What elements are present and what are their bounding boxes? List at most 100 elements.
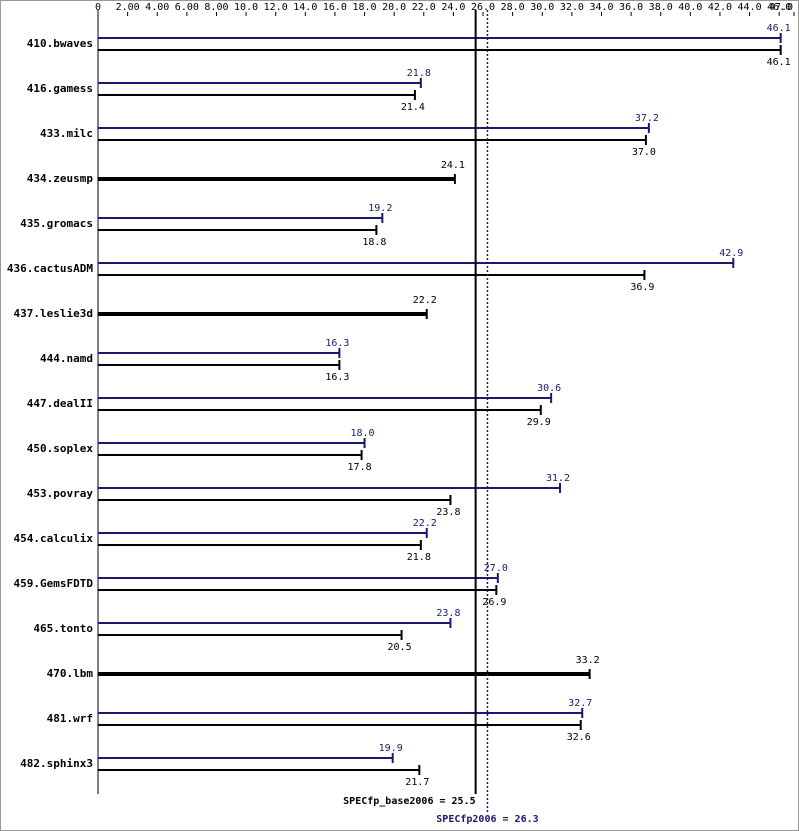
category-label: 470.lbm <box>47 667 94 680</box>
category-label: 481.wrf <box>47 712 93 725</box>
bar <box>98 672 590 676</box>
category-label: 454.calculix <box>14 532 94 545</box>
x-tick-label: 4.00 <box>145 2 169 13</box>
category-label: 465.tonto <box>33 622 93 635</box>
value-label: 37.2 <box>635 113 659 124</box>
value-label: 24.1 <box>441 160 465 171</box>
x-tick-label: 30.0 <box>530 2 554 13</box>
bar <box>98 127 649 129</box>
category-label: 436.cactusADM <box>7 262 93 275</box>
x-tick-label: 26.0 <box>471 2 495 13</box>
bar <box>98 634 402 636</box>
value-label: 31.2 <box>546 473 570 484</box>
x-tick-label: 10.0 <box>234 2 258 13</box>
x-tick-label: 42.0 <box>708 2 732 13</box>
bar <box>98 724 581 726</box>
x-tick-label: 24.0 <box>441 2 465 13</box>
value-label: 42.9 <box>719 248 743 259</box>
bar <box>98 577 498 579</box>
value-label: 18.8 <box>362 237 386 248</box>
x-tick-label: 44.0 <box>738 2 762 13</box>
category-label: 416.gamess <box>27 82 93 95</box>
bar <box>98 82 421 84</box>
bar <box>98 487 561 489</box>
bar <box>98 312 427 316</box>
x-tick-label: 34.0 <box>589 2 613 13</box>
value-label: 22.2 <box>413 295 437 306</box>
bar <box>98 352 340 354</box>
reference-label: SPECfp_base2006 = 25.5 <box>343 796 475 807</box>
value-label: 23.8 <box>436 507 460 518</box>
x-tick-label: 0 <box>95 2 101 13</box>
category-label: 447.dealII <box>27 397 93 410</box>
x-tick-label: 40.0 <box>678 2 702 13</box>
x-tick-label: 38.0 <box>649 2 673 13</box>
value-label: 29.9 <box>527 417 551 428</box>
bar <box>98 217 383 219</box>
value-label: 22.2 <box>413 518 437 529</box>
x-tick-label: 2.00 <box>116 2 140 13</box>
category-label: 444.namd <box>40 352 93 365</box>
bar <box>98 262 734 264</box>
category-label: 434.zeusmp <box>27 172 94 185</box>
category-label: 435.gromacs <box>20 217 93 230</box>
bar <box>98 364 340 366</box>
category-label: 459.GemsFDTD <box>14 577 94 590</box>
value-label: 19.2 <box>368 203 392 214</box>
value-label: 36.9 <box>630 282 654 293</box>
bar <box>98 177 455 181</box>
x-tick-label: 46.0 <box>767 2 791 13</box>
x-tick-label: 12.0 <box>264 2 288 13</box>
bar <box>98 442 365 444</box>
value-label: 46.1 <box>767 23 791 34</box>
bar <box>98 544 421 546</box>
value-label: 16.3 <box>325 372 349 383</box>
x-tick-label: 8.00 <box>204 2 228 13</box>
category-label: 433.milc <box>40 127 93 140</box>
bar <box>98 769 420 771</box>
value-label: 33.2 <box>576 655 600 666</box>
bar <box>98 409 541 411</box>
x-tick-label: 47.0 <box>769 2 793 13</box>
category-label: 437.leslie3d <box>14 307 93 320</box>
bar <box>98 532 427 534</box>
x-tick-label: 16.0 <box>323 2 347 13</box>
x-tick-label: 28.0 <box>501 2 525 13</box>
category-label: 410.bwaves <box>27 37 93 50</box>
value-label: 23.8 <box>436 608 460 619</box>
value-label: 21.8 <box>407 68 431 79</box>
bar <box>98 229 377 231</box>
bar <box>98 49 781 51</box>
bar <box>98 589 497 591</box>
value-label: 21.7 <box>405 777 429 788</box>
x-tick-label: 32.0 <box>560 2 584 13</box>
bar <box>98 139 646 141</box>
value-label: 18.0 <box>351 428 375 439</box>
value-label: 21.8 <box>407 552 431 563</box>
bar <box>98 454 362 456</box>
value-label: 20.5 <box>388 642 412 653</box>
value-label: 16.3 <box>325 338 349 349</box>
value-label: 17.8 <box>348 462 372 473</box>
bar <box>98 274 645 276</box>
bar <box>98 622 451 624</box>
reference-label: SPECfp2006 = 26.3 <box>436 814 538 825</box>
value-label: 37.0 <box>632 147 656 158</box>
x-tick-label: 22.0 <box>412 2 436 13</box>
category-label: 453.povray <box>27 487 94 500</box>
x-tick-label: 36.0 <box>619 2 643 13</box>
x-tick-label: 14.0 <box>293 2 317 13</box>
value-label: 21.4 <box>401 102 425 113</box>
value-label: 19.9 <box>379 743 403 754</box>
bar <box>98 397 552 399</box>
x-tick-label: 20.0 <box>382 2 406 13</box>
category-label: 482.sphinx3 <box>20 757 93 770</box>
x-tick-label: 6.00 <box>175 2 199 13</box>
value-label: 32.7 <box>568 698 592 709</box>
x-tick-label: 18.0 <box>353 2 377 13</box>
value-label: 30.6 <box>537 383 561 394</box>
bar <box>98 37 781 39</box>
value-label: 46.1 <box>767 57 791 68</box>
